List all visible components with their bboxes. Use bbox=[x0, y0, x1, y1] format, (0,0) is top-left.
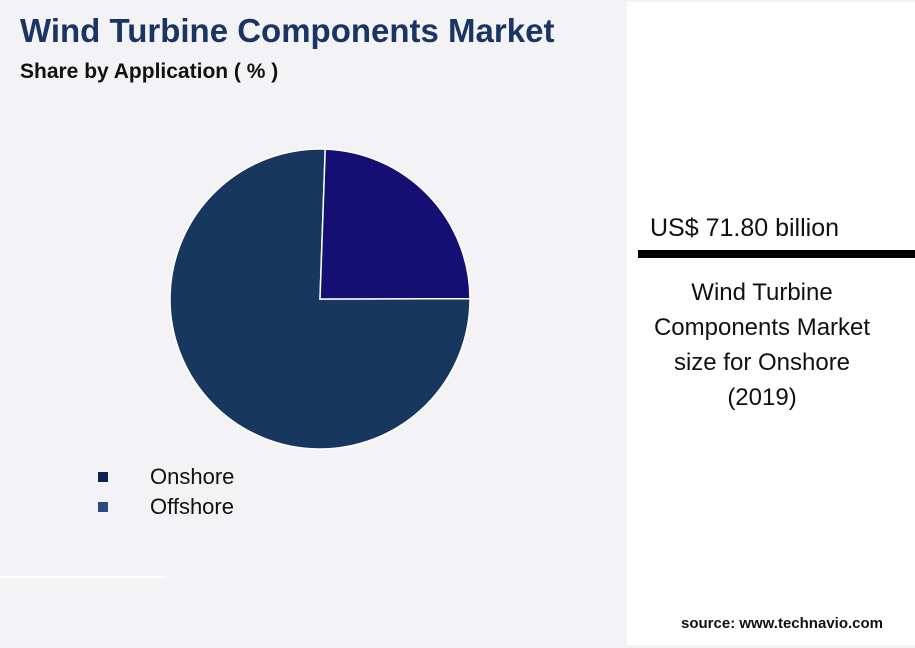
description-line: Components Market bbox=[653, 314, 871, 341]
description-line: Wind Turbine bbox=[691, 279, 833, 306]
legend: Onshore Offshore bbox=[98, 462, 234, 522]
pie-slice-offshore bbox=[319, 148, 471, 300]
divider-bar bbox=[638, 250, 915, 258]
divider bbox=[0, 576, 165, 578]
legend-label: Onshore bbox=[150, 464, 235, 489]
description-line: size for Onshore bbox=[673, 349, 851, 376]
legend-swatch bbox=[98, 502, 108, 512]
pie-chart bbox=[169, 148, 471, 450]
legend-item-offshore: Offshore bbox=[98, 492, 234, 522]
chart-subtitle: Share by Application ( % ) bbox=[20, 60, 279, 83]
legend-swatch bbox=[98, 472, 108, 482]
market-value: US$ 71.80 billion bbox=[650, 214, 840, 242]
market-description: Wind Turbine Components Market size for … bbox=[627, 275, 897, 415]
legend-label: Offshore bbox=[150, 494, 234, 519]
legend-item-onshore: Onshore bbox=[98, 462, 234, 492]
description-line: (2019) bbox=[727, 384, 797, 411]
chart-title: Wind Turbine Components Market bbox=[20, 12, 555, 49]
info-panel bbox=[627, 2, 915, 645]
source-text: source: www.technavio.com bbox=[681, 615, 883, 632]
